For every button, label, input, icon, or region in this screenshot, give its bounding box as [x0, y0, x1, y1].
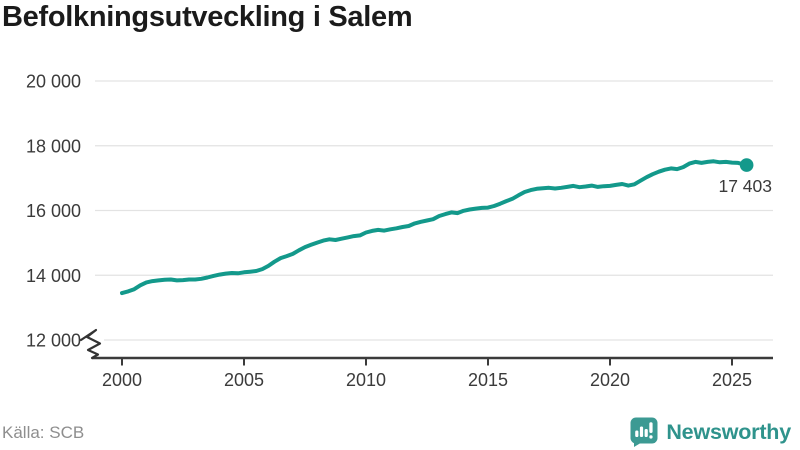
population-series-line: [120, 159, 749, 296]
end-value-label: 17 403: [718, 176, 772, 196]
newsworthy-wordmark: Newsworthy: [666, 419, 791, 444]
x-tick-label: 2025: [712, 370, 752, 390]
x-tick-label: 2005: [224, 370, 264, 390]
y-tick-label: 20 000: [26, 72, 81, 92]
x-tick-label: 2015: [468, 370, 508, 390]
x-tick-label: 2000: [102, 370, 142, 390]
x-tick-label: 2020: [590, 370, 630, 390]
series-end-dot: [739, 158, 754, 172]
x-tick-label: 2010: [346, 370, 386, 390]
page-title: Befolkningsutveckling i Salem: [2, 1, 413, 33]
y-tick-label: 16 000: [26, 201, 81, 221]
newsworthy-brand: Newsworthy: [630, 417, 791, 447]
newsworthy-logo-icon: [630, 417, 658, 447]
source-note: Källa: SCB: [2, 423, 85, 442]
axis-break-icon: [79, 328, 102, 360]
y-tick-label: 12 000: [26, 331, 81, 351]
y-tick-label: 18 000: [26, 136, 81, 156]
y-tick-label: 14 000: [26, 266, 81, 286]
